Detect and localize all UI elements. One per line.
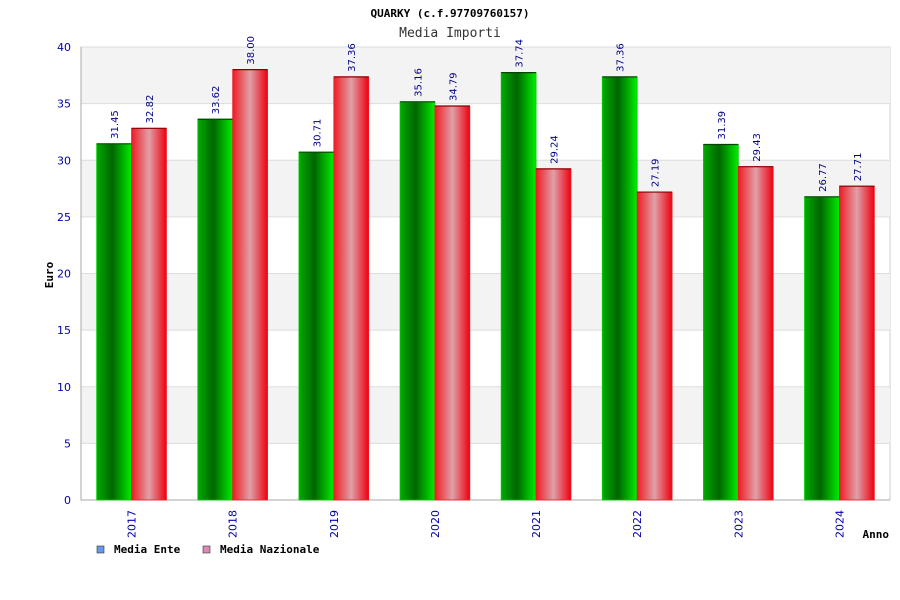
x-axis-ticks: 2017 2018 2019 2020 2021 2022 2023 2024 <box>126 510 847 538</box>
x-tick-label: 2024 <box>833 510 846 538</box>
value-label: 34.79 <box>448 72 459 101</box>
y-tick-label: 5 <box>64 437 71 450</box>
bar-media-ente-2019 <box>298 151 335 501</box>
bar-media-nazionale-2017 <box>131 127 167 501</box>
x-tick-label: 2019 <box>328 510 341 538</box>
value-label: 27.19 <box>651 158 662 187</box>
legend-swatch-media-ente <box>96 545 105 554</box>
bar-media-ente-2021 <box>500 72 537 501</box>
value-label: 37.36 <box>347 43 358 72</box>
bar-media-nazionale-2023 <box>737 166 774 501</box>
bar-media-nazionale-2020 <box>434 105 471 501</box>
bar-media-nazionale-2018 <box>232 69 268 501</box>
legend: Media Ente Media Nazionale <box>96 543 320 556</box>
value-label: 31.45 <box>110 110 121 139</box>
y-tick-label: 15 <box>57 324 71 337</box>
bar-media-ente-2023 <box>703 144 739 501</box>
value-label: 31.39 <box>717 111 728 140</box>
chart-subtitle: Media Importi <box>399 26 501 41</box>
y-tick-label: 30 <box>57 154 71 167</box>
x-tick-label: 2020 <box>429 510 442 538</box>
y-tick-label: 35 <box>57 98 71 111</box>
bar-media-nazionale-2019 <box>333 76 370 501</box>
grid-band <box>81 47 890 104</box>
bars <box>96 69 875 501</box>
x-tick-label: 2021 <box>530 510 543 538</box>
value-label: 29.43 <box>752 133 763 162</box>
value-label: 32.82 <box>145 95 156 124</box>
value-label: 33.62 <box>211 86 222 115</box>
y-tick-label: 0 <box>64 494 71 507</box>
value-labels: 31.45 32.82 33.62 38.00 30.71 37.36 35.16 34.79… <box>110 36 864 192</box>
value-label: 37.74 <box>515 39 526 68</box>
y-tick-label: 20 <box>57 268 71 281</box>
y-tick-label: 25 <box>57 211 71 224</box>
value-label: 27.71 <box>853 153 864 182</box>
value-label: 26.77 <box>818 163 829 192</box>
x-tick-label: 2017 <box>126 510 139 538</box>
x-tick-label: 2022 <box>631 510 644 538</box>
x-tick-label: 2018 <box>227 510 240 538</box>
x-tick-label: 2023 <box>732 510 745 538</box>
chart-title: QUARKY (c.f.97709760157) <box>371 7 530 20</box>
legend-swatch-media-nazionale <box>202 545 211 554</box>
value-label: 35.16 <box>413 68 424 97</box>
value-label: 29.24 <box>550 135 561 164</box>
legend-label-media-ente: Media Ente <box>114 543 181 556</box>
value-label: 38.00 <box>246 36 257 65</box>
y-tick-label: 10 <box>57 381 71 394</box>
x-axis-label: Anno <box>863 528 890 541</box>
bar-media-nazionale-2021 <box>535 168 572 501</box>
bar-media-nazionale-2022 <box>636 191 673 501</box>
y-axis-ticks: 0 5 10 15 20 25 30 35 40 <box>57 41 71 507</box>
bar-media-ente-2024 <box>804 196 840 501</box>
bar-media-ente-2017 <box>96 143 132 501</box>
bar-media-ente-2022 <box>601 76 638 501</box>
legend-label-media-nazionale: Media Nazionale <box>220 543 320 556</box>
y-tick-label: 40 <box>57 41 71 54</box>
bar-media-ente-2020 <box>399 101 436 501</box>
bar-media-ente-2018 <box>197 118 234 501</box>
value-label: 37.36 <box>616 43 627 72</box>
bar-media-nazionale-2024 <box>839 185 875 501</box>
value-label: 30.71 <box>312 119 323 148</box>
y-axis-label: Euro <box>43 261 56 288</box>
